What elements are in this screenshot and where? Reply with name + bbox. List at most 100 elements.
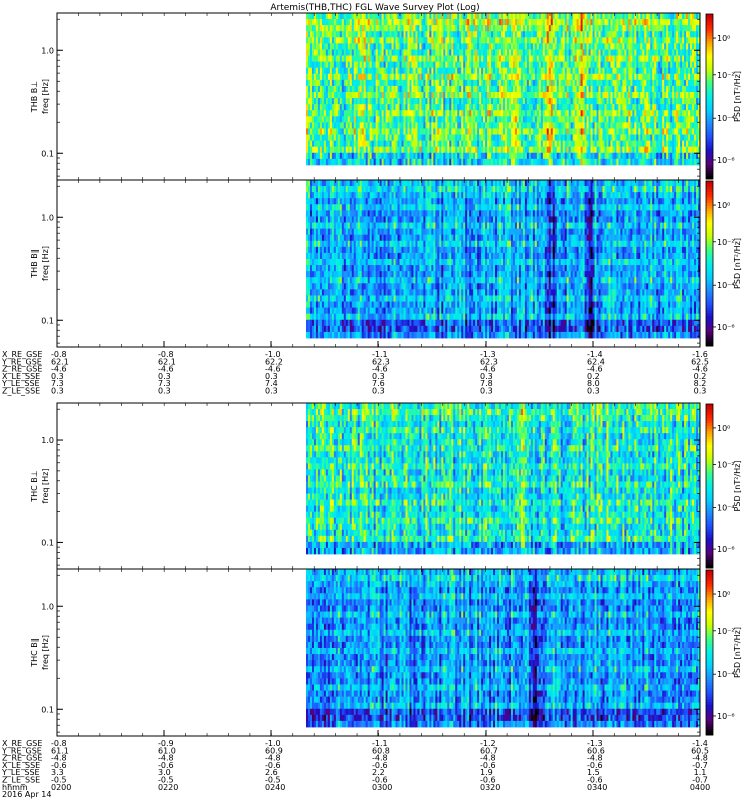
- heat-cell: [518, 92, 522, 99]
- heat-cell: [329, 43, 333, 50]
- heat-cell: [584, 85, 587, 93]
- heat-cell: [636, 31, 639, 38]
- heat-cell: [317, 25, 321, 32]
- heat-cell: [411, 110, 414, 117]
- heat-cell: [696, 31, 699, 38]
- heat-cell: [489, 67, 492, 75]
- heat-cell: [520, 55, 524, 63]
- heat-cell: [624, 61, 627, 69]
- heat-cell: [475, 134, 478, 142]
- heat-cell: [624, 13, 627, 20]
- heat-cell: [481, 31, 484, 38]
- heat-cell: [608, 25, 611, 32]
- heat-cell: [483, 98, 486, 105]
- heat-cell: [556, 13, 560, 20]
- heat-cell: [518, 116, 522, 123]
- heat-cell: [680, 110, 683, 117]
- heat-cell: [616, 85, 619, 93]
- heat-cell: [652, 116, 655, 123]
- heat-cell: [642, 49, 645, 56]
- heat-cell: [514, 122, 518, 129]
- heat-cell: [596, 55, 599, 63]
- heat-cell: [343, 92, 347, 99]
- heat-cell: [562, 134, 566, 142]
- heat-cell: [393, 104, 396, 111]
- heat-cell: [323, 55, 327, 63]
- heat-cell: [393, 122, 396, 129]
- heat-cell: [680, 13, 683, 20]
- heat-cell: [447, 67, 450, 75]
- heat-cell: [578, 79, 582, 87]
- heat-cell: [506, 85, 510, 93]
- heat-cell: [397, 140, 400, 148]
- heat-cell: [341, 92, 345, 99]
- heat-cell: [319, 104, 323, 111]
- heat-cell: [632, 134, 635, 142]
- heat-cell: [636, 110, 639, 117]
- heat-cell: [417, 128, 420, 135]
- heat-cell: [407, 61, 410, 69]
- heat-cell: [371, 43, 375, 50]
- heat-cell: [630, 55, 633, 63]
- heat-cell: [395, 13, 398, 20]
- heat-cell: [630, 92, 633, 99]
- heat-cell: [423, 73, 426, 81]
- heat-cell: [514, 55, 518, 63]
- heat-cell: [483, 19, 486, 26]
- heat-cell: [690, 92, 693, 99]
- heat-cell: [554, 85, 558, 93]
- heat-cell: [688, 55, 691, 63]
- heat-cell: [349, 104, 353, 111]
- heat-cell: [530, 98, 534, 105]
- heat-cell: [497, 61, 500, 69]
- heat-cell: [377, 110, 381, 117]
- heat-cell: [592, 116, 595, 123]
- heat-cell: [306, 37, 309, 44]
- heat-cell: [674, 19, 677, 26]
- heat-cell: [425, 92, 428, 99]
- heat-cell: [536, 92, 540, 99]
- heat-cell: [598, 55, 601, 63]
- heat-cell: [361, 43, 365, 50]
- heat-cell: [395, 122, 398, 129]
- heat-cell: [558, 122, 562, 129]
- heat-cell: [520, 19, 524, 26]
- heat-cell: [325, 104, 329, 111]
- heat-cell: [648, 122, 651, 129]
- heat-cell: [512, 67, 516, 75]
- heat-cell: [516, 134, 520, 142]
- heat-cell: [698, 92, 701, 99]
- heat-cell: [489, 43, 492, 50]
- heat-cell: [524, 37, 528, 44]
- heat-cell: [672, 122, 675, 129]
- heat-cell: [560, 104, 564, 111]
- heat-cell: [343, 13, 347, 20]
- heat-cell: [516, 49, 520, 56]
- heat-cell: [552, 37, 556, 44]
- heat-cell: [459, 13, 462, 20]
- heat-cell: [616, 43, 619, 50]
- heat-cell: [355, 134, 359, 142]
- heat-cell: [572, 122, 576, 129]
- heat-cell: [391, 67, 394, 75]
- heat-cell: [602, 37, 605, 44]
- heat-cell: [694, 110, 697, 117]
- heat-cell: [624, 73, 627, 81]
- heat-cell: [309, 79, 313, 87]
- heat-cell: [327, 92, 331, 99]
- heat-cell: [379, 110, 383, 117]
- heat-cell: [357, 37, 361, 44]
- heat-cell: [435, 19, 438, 26]
- heat-cell: [373, 13, 377, 20]
- heat-cell: [503, 128, 506, 135]
- heat-cell: [323, 122, 327, 129]
- heat-cell: [566, 98, 570, 105]
- heat-cell: [668, 19, 671, 26]
- heat-cell: [670, 73, 673, 81]
- heat-cell: [520, 92, 524, 99]
- heat-cell: [534, 13, 538, 20]
- heat-cell: [672, 31, 675, 38]
- heat-cell: [570, 13, 574, 20]
- heat-cell: [495, 49, 498, 56]
- heat-cell: [592, 134, 595, 142]
